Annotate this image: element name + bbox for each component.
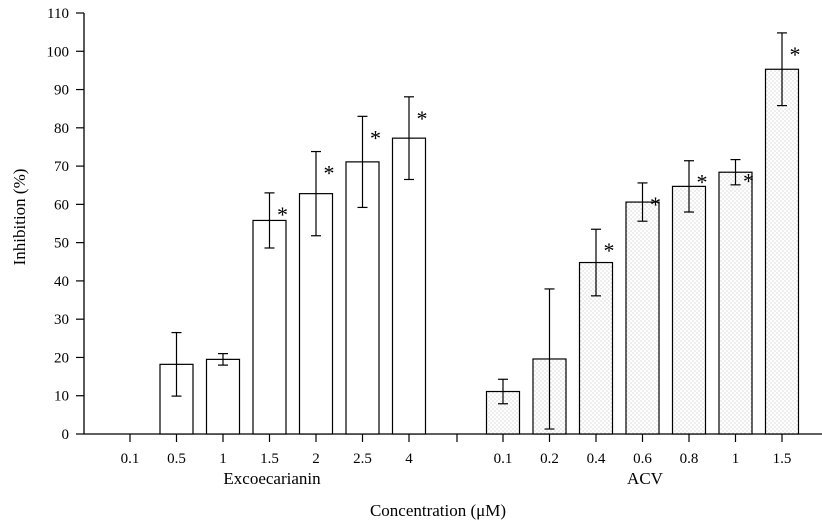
x-tick-label: 2.5 xyxy=(353,451,372,467)
y-axis-title: Inhibition (%) xyxy=(10,169,29,266)
significance-star: * xyxy=(697,170,708,195)
y-tick-label: 100 xyxy=(47,44,70,60)
significance-star: * xyxy=(417,106,428,131)
x-tick-label: 4 xyxy=(405,451,413,467)
x-tick-label: 0.1 xyxy=(494,451,513,467)
significance-star: * xyxy=(650,192,661,217)
significance-star: * xyxy=(324,161,335,186)
bar xyxy=(391,137,427,435)
x-tick-label: 0.4 xyxy=(587,451,606,467)
significance-star: * xyxy=(277,202,288,227)
x-tick-label: 1 xyxy=(732,451,740,467)
y-tick-label: 60 xyxy=(54,197,69,213)
x-tick-label: 2 xyxy=(312,451,320,467)
bar xyxy=(252,219,287,435)
bar xyxy=(671,185,707,435)
y-tick-label: 110 xyxy=(47,6,69,22)
bar xyxy=(764,68,800,435)
x-tick-label: 1 xyxy=(219,451,227,467)
group-label: Excoecarianin xyxy=(223,469,321,488)
bar xyxy=(625,201,660,435)
x-tick-label: 1.5 xyxy=(773,451,792,467)
significance-star: * xyxy=(604,238,615,263)
y-tick-label: 40 xyxy=(54,274,69,290)
significance-star: * xyxy=(743,169,754,194)
significance-star: * xyxy=(370,125,381,150)
x-tick-label: 0.6 xyxy=(633,451,652,467)
y-tick-label: 30 xyxy=(54,312,69,328)
y-tick-label: 70 xyxy=(54,159,69,175)
bar xyxy=(718,171,753,435)
labels: 0 10 20 30 40 50 60 70 80 90 100 110 0.1 0.5 1 1.5 * 2 * 2.… xyxy=(47,6,801,488)
x-tick-label: 0.1 xyxy=(121,451,140,467)
x-tick-label: 0.8 xyxy=(680,451,699,467)
y-tick-label: 90 xyxy=(54,83,69,99)
y-tick-label: 50 xyxy=(54,236,69,252)
bar xyxy=(205,358,241,435)
significance-star: * xyxy=(790,42,801,67)
x-tick-label: 0.5 xyxy=(167,451,186,467)
y-tick-label: 20 xyxy=(54,350,69,366)
x-tick-label: 1.5 xyxy=(260,451,279,467)
x-axis-title: Concentration (μM) xyxy=(370,501,506,520)
y-tick-label: 80 xyxy=(54,121,69,137)
x-tick-label: 0.2 xyxy=(540,451,559,467)
y-tick-label: 10 xyxy=(54,389,69,405)
bars xyxy=(159,32,800,435)
group-label: ACV xyxy=(627,469,664,488)
y-tick-label: 0 xyxy=(62,427,70,443)
